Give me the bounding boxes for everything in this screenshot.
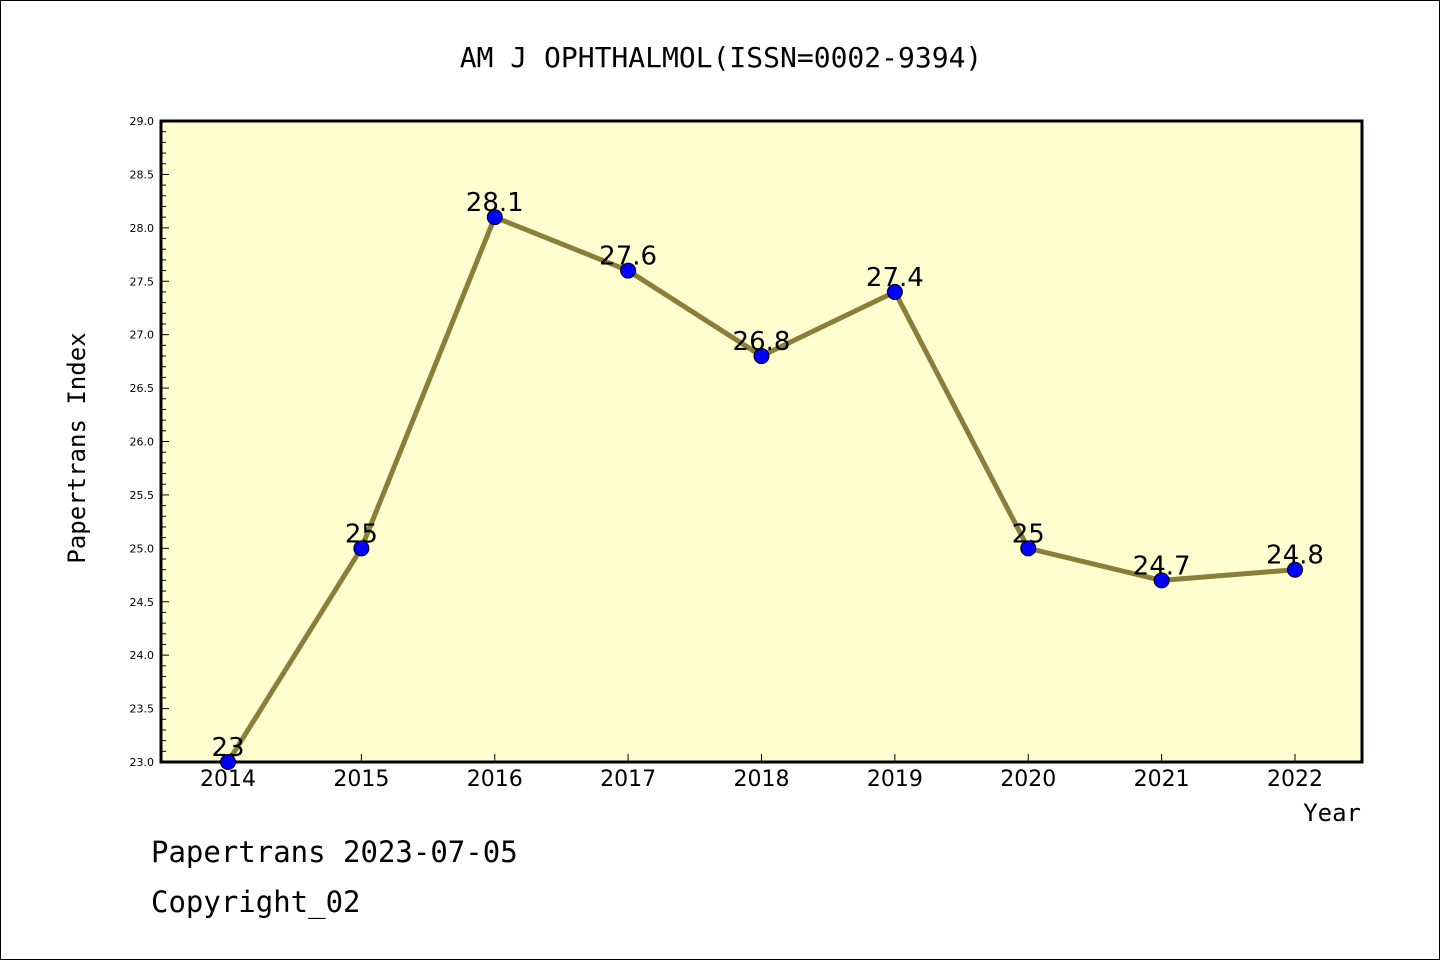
data-point-marker <box>753 348 770 365</box>
y-tick-label: 26.0 <box>130 436 155 449</box>
data-label: 25 <box>1012 519 1045 549</box>
x-tick-label: 2022 <box>1267 767 1323 792</box>
data-label: 24.8 <box>1266 541 1324 571</box>
y-tick-label: 26.5 <box>130 382 155 395</box>
data-label: 23 <box>211 733 244 763</box>
y-tick-label: 24.0 <box>130 649 155 662</box>
data-label: 26.8 <box>733 327 791 357</box>
y-tick-label: 25.0 <box>130 542 155 555</box>
y-axis: 23.0 23.5 24.0 24.5 25.0 25.5 26.0 26.5 27.0 27.5… <box>130 115 169 769</box>
x-tick-label: 2019 <box>867 767 923 792</box>
data-label: 24.7 <box>1133 551 1191 581</box>
y-tick-label: 28.0 <box>130 222 155 235</box>
x-tick-label: 2021 <box>1134 767 1190 792</box>
data-labels: 23 25 28.1 27.6 26.8 27.4 25 24.7 24.8 <box>211 188 1323 763</box>
source-date-text: Papertrans 2023-07-05 <box>151 835 518 869</box>
data-point-marker <box>220 754 236 770</box>
x-tick-label: 2017 <box>600 767 656 792</box>
plot-area <box>159 119 1364 764</box>
y-tick-label: 23.0 <box>130 756 155 769</box>
y-tick-label: 29.0 <box>130 115 155 128</box>
y-tick-label: 28.5 <box>130 168 155 181</box>
y-axis-label: Papertrans Index <box>63 332 91 563</box>
y-tick-label: 27.0 <box>130 329 155 342</box>
data-point-marker <box>886 283 903 300</box>
x-tick-label: 2020 <box>1000 767 1056 792</box>
data-point-marker <box>1153 572 1170 589</box>
y-tick-label: 25.5 <box>130 489 155 502</box>
data-label: 28.1 <box>466 188 524 218</box>
x-tick-label: 2016 <box>467 767 523 792</box>
copyright-text: Copyright_02 <box>151 885 361 919</box>
chart-title: AM J OPHTHALMOL(ISSN=0002-9394) <box>460 41 983 74</box>
data-point-marker <box>620 262 637 279</box>
series-layer <box>220 209 1303 770</box>
data-point-marker <box>1020 540 1037 557</box>
y-tick-label: 24.5 <box>130 596 155 609</box>
x-tick-label: 2014 <box>200 767 256 792</box>
data-point-marker <box>1287 561 1303 578</box>
x-tick-label: 2018 <box>734 767 790 792</box>
data-label: 27.4 <box>866 263 924 293</box>
data-label: 25 <box>345 519 378 549</box>
x-tick-label: 2015 <box>333 767 389 792</box>
y-tick-label: 27.5 <box>130 275 155 288</box>
data-label: 27.6 <box>599 242 657 272</box>
x-axis-label: Year <box>1303 799 1361 827</box>
data-point-marker <box>486 209 503 226</box>
x-axis: 2014 2015 2016 2017 2018 2019 2020 2021 2022 <box>200 754 1323 792</box>
y-tick-label: 23.5 <box>130 703 155 716</box>
data-point-marker <box>353 540 370 557</box>
